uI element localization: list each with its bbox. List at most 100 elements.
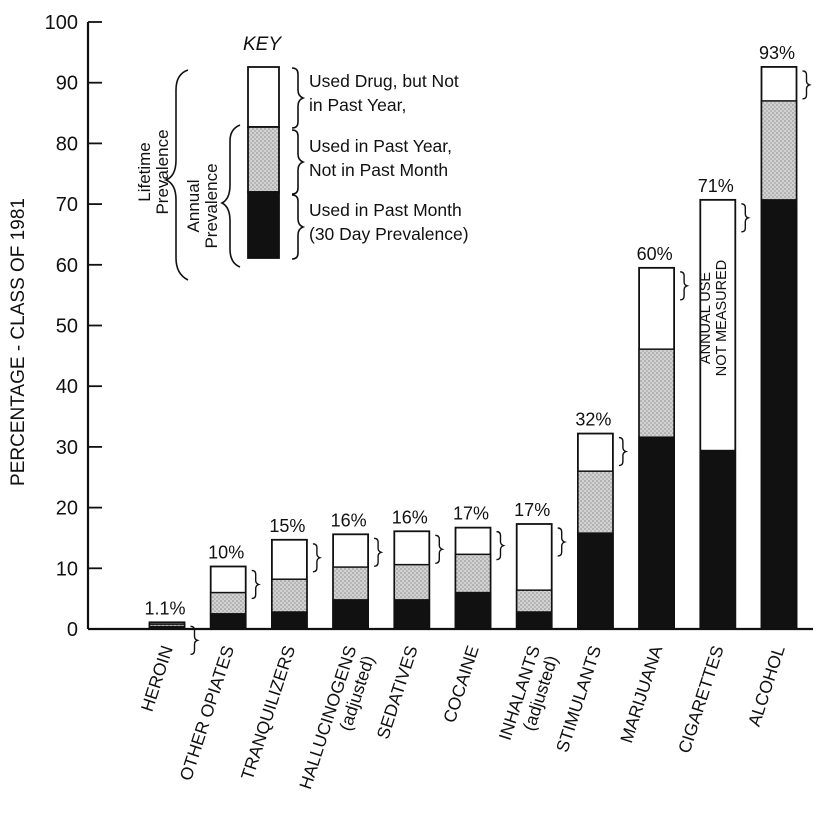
category-label: INHALANTS(adjusted) xyxy=(495,643,563,749)
bar-annotation: ANNUAL USE xyxy=(698,272,714,364)
y-axis-label: PERCENTAGE - CLASS OF 1981 xyxy=(8,198,29,486)
total-brace xyxy=(374,537,384,568)
legend-title: KEY xyxy=(243,34,282,55)
total-label: 16% xyxy=(392,507,428,527)
bar-group xyxy=(638,266,675,630)
bar-past-month xyxy=(454,591,492,630)
category-label-line: HEROIN xyxy=(137,643,177,714)
total-label: 17% xyxy=(514,500,550,520)
bar-group xyxy=(209,565,247,630)
y-tick-label: 100 xyxy=(45,12,78,34)
total-label: 32% xyxy=(575,410,611,430)
legend-item-2-line-2: Not in Past Month xyxy=(309,160,448,180)
total-labels: 1.1% 10% 15% 16% 16% 17% 17% 32% 60% 71% 93% xyxy=(144,43,812,656)
category-label: HALLUCINOGENS(adjusted) xyxy=(295,643,379,798)
bar-past-month xyxy=(699,449,737,630)
bar-past-month xyxy=(148,625,186,630)
category-label-line: SEDATIVES xyxy=(373,643,422,741)
total-brace xyxy=(680,271,690,301)
y-tick-label: 90 xyxy=(56,73,78,95)
legend-brace-1 xyxy=(291,67,306,129)
bar-group xyxy=(393,530,431,630)
bar-group xyxy=(332,533,370,630)
y-tick-label: 20 xyxy=(56,498,78,520)
total-label: 71% xyxy=(698,176,734,196)
total-label: 16% xyxy=(331,510,367,530)
total-brace xyxy=(496,530,506,561)
category-label: HEROIN xyxy=(137,643,177,714)
category-label: OTHER OPIATES xyxy=(176,643,238,783)
category-label-line: CIGARETTES xyxy=(674,643,728,756)
bar-past-month xyxy=(577,532,614,630)
bar-group xyxy=(270,538,308,630)
y-tick-label: 80 xyxy=(56,133,78,155)
annual-prevalence-brace xyxy=(220,124,241,268)
category-label: COCAINE xyxy=(439,643,483,725)
bar-past-month xyxy=(515,611,553,630)
total-label: 15% xyxy=(269,516,305,536)
y-ticks: 0 10 20 30 40 50 60 70 80 90 100 xyxy=(45,12,102,641)
category-label-line: OTHER OPIATES xyxy=(176,643,238,783)
legend-item-1-line-1: Used Drug, but Not xyxy=(309,71,459,91)
bar-past-month xyxy=(638,436,675,630)
legend-brace-2 xyxy=(291,129,306,195)
total-label: 1.1% xyxy=(144,598,185,618)
annual-prevalence-label-1: Annual xyxy=(184,180,203,233)
annotations: ANNUAL USE NOT MEASURED xyxy=(698,260,730,377)
bar-group xyxy=(515,523,553,630)
bar-past-month xyxy=(393,599,431,630)
category-label: MARIJUANA xyxy=(616,643,666,746)
category-label-line: MARIJUANA xyxy=(616,643,666,746)
y-tick-label: 60 xyxy=(56,255,78,277)
y-tick-label: 30 xyxy=(56,437,78,459)
legend-item-3-line-2: (30 Day Prevalence) xyxy=(309,224,469,244)
total-brace xyxy=(251,569,261,600)
legend-swatch-annual-only xyxy=(247,126,280,193)
legend-brace-3 xyxy=(291,194,306,260)
y-tick-label: 70 xyxy=(56,194,78,216)
axes: 0 10 20 30 40 50 60 70 80 90 100 xyxy=(45,12,813,641)
lifetime-prevalence-brace xyxy=(163,69,189,281)
total-label: 60% xyxy=(637,244,673,264)
category-label-line: TRANQUILIZERS xyxy=(237,643,299,782)
bar-group xyxy=(760,66,798,630)
legend-swatch-lifetime-only xyxy=(247,66,280,128)
lifetime-prevalence-label-1: Lifetime xyxy=(135,142,154,202)
category-label-line: COCAINE xyxy=(439,643,483,725)
lifetime-prevalence-label-2: Prevalence xyxy=(153,129,172,214)
category-label-line: ALCOHOL xyxy=(744,643,789,729)
category-label: SEDATIVES xyxy=(373,643,422,741)
category-label: ALCOHOL xyxy=(744,643,789,729)
bar-group xyxy=(148,621,186,630)
legend-item-1-line-2: in Past Year, xyxy=(309,95,406,115)
total-brace xyxy=(435,534,445,564)
annual-prevalence-label-2: Prevalence xyxy=(202,163,221,248)
total-brace xyxy=(312,543,323,573)
legend: KEY Used Drug, but Not in Past Year, Use… xyxy=(135,34,469,281)
bar-group xyxy=(577,432,614,630)
total-label: 17% xyxy=(453,504,489,524)
total-label: 93% xyxy=(759,43,795,63)
legend-item-2-line-1: Used in Past Year, xyxy=(309,136,452,156)
bar-past-month xyxy=(271,611,308,630)
legend-swatch-past-month xyxy=(247,191,280,259)
bar-past-month xyxy=(332,599,369,630)
total-brace xyxy=(557,527,567,557)
category-label: CIGARETTES xyxy=(674,643,728,756)
total-brace xyxy=(190,625,200,656)
bar-group xyxy=(699,198,737,630)
total-label: 10% xyxy=(208,542,244,562)
legend-item-3-line-1: Used in Past Month xyxy=(309,200,462,220)
y-tick-label: 0 xyxy=(67,619,78,641)
total-brace xyxy=(802,70,812,100)
y-tick-label: 10 xyxy=(56,558,78,580)
bars xyxy=(148,66,798,630)
y-tick-label: 50 xyxy=(56,316,78,338)
category-label: TRANQUILIZERS xyxy=(237,643,299,782)
total-brace xyxy=(741,203,751,233)
bar-past-month xyxy=(209,613,247,630)
bar-annotation: NOT MEASURED xyxy=(714,260,730,377)
bar-group xyxy=(454,526,492,630)
